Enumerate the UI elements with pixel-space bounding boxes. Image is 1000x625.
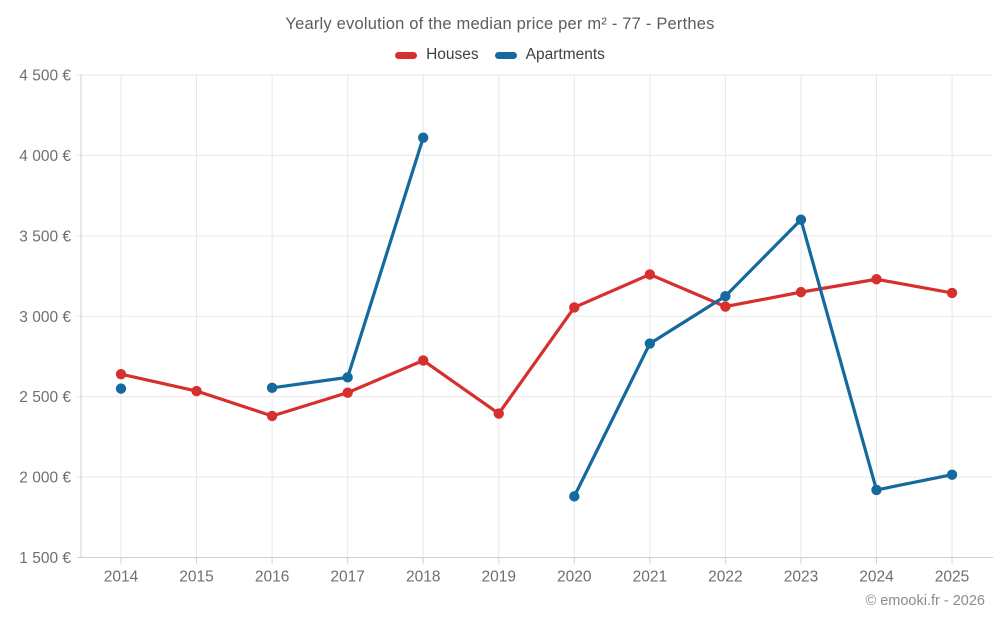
data-point-houses-2019[interactable] xyxy=(493,408,504,419)
apartments-series-swatch-icon xyxy=(494,51,517,59)
copyright-text: © emooki.fr - 2026 xyxy=(865,593,985,609)
x-tick-label: 2014 xyxy=(104,569,139,586)
data-point-apartments-2020[interactable] xyxy=(569,491,580,502)
y-tick-label: 2 500 € xyxy=(19,389,71,406)
y-tick-label: 4 000 € xyxy=(19,148,71,165)
x-tick-label: 2020 xyxy=(557,569,592,586)
data-point-apartments-2023[interactable] xyxy=(795,214,807,225)
x-tick-label: 2016 xyxy=(255,569,289,586)
data-point-houses-2021[interactable] xyxy=(644,269,656,280)
data-point-houses-2017[interactable] xyxy=(342,387,353,398)
data-point-apartments-2021[interactable] xyxy=(644,338,656,349)
y-tick-label: 4 500 € xyxy=(19,68,71,85)
legend-item-apartments[interactable]: Apartments xyxy=(494,46,605,64)
data-point-apartments-2024[interactable] xyxy=(871,484,882,496)
data-point-apartments-2025[interactable] xyxy=(946,469,958,480)
legend-label-houses: Houses xyxy=(426,46,479,63)
data-point-apartments-2018[interactable] xyxy=(418,132,429,143)
data-point-houses-2014[interactable] xyxy=(115,368,127,380)
data-point-houses-2016[interactable] xyxy=(266,410,278,422)
y-tick-label: 3 000 € xyxy=(19,309,71,326)
data-point-houses-2024[interactable] xyxy=(871,274,882,285)
data-point-houses-2023[interactable] xyxy=(795,286,807,298)
data-point-apartments-2022[interactable] xyxy=(720,290,731,302)
data-point-houses-2015[interactable] xyxy=(191,385,202,397)
legend-label-apartments: Apartments xyxy=(525,46,605,63)
data-point-apartments-2014[interactable] xyxy=(115,383,127,394)
x-tick-label: 2023 xyxy=(784,569,818,586)
x-tick-label: 2018 xyxy=(406,569,440,586)
legend-item-houses[interactable]: Houses xyxy=(395,46,479,64)
x-tick-label: 2015 xyxy=(179,569,213,586)
chart-title: Yearly evolution of the median price per… xyxy=(285,15,715,33)
y-tick-label: 3 500 € xyxy=(19,228,71,245)
data-point-apartments-2017[interactable] xyxy=(342,372,353,383)
x-tick-label: 2024 xyxy=(859,569,894,586)
x-tick-label: 2021 xyxy=(633,569,667,586)
data-point-apartments-2016[interactable] xyxy=(266,382,278,394)
y-tick-label: 2 000 € xyxy=(19,470,71,487)
y-tick-label: 1 500 € xyxy=(19,550,71,567)
chart-legend: Houses Apartments xyxy=(0,46,1000,64)
x-tick-label: 2025 xyxy=(935,569,969,586)
data-point-houses-2022[interactable] xyxy=(720,301,731,312)
data-point-houses-2018[interactable] xyxy=(418,355,429,366)
apartments-line xyxy=(572,218,954,498)
data-point-houses-2020[interactable] xyxy=(569,302,580,313)
houses-line xyxy=(119,272,954,418)
x-tick-label: 2017 xyxy=(330,569,364,586)
houses-series-swatch-icon xyxy=(395,51,418,59)
x-tick-label: 2022 xyxy=(708,569,742,586)
x-tick-label: 2019 xyxy=(482,569,516,586)
data-point-houses-2025[interactable] xyxy=(946,287,958,299)
